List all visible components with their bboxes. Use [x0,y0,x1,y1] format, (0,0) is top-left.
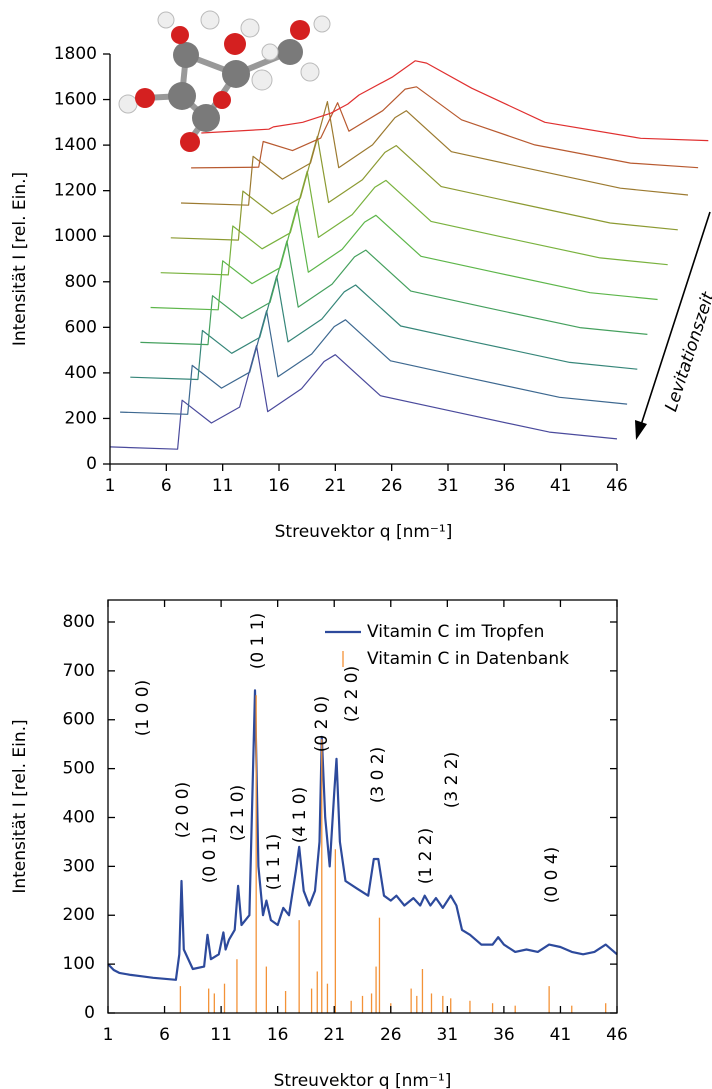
y-axis-label: Intensität I [rel. Ein.] [10,719,30,893]
x-tick-label: 11 [210,1025,232,1045]
time-arrow [635,211,711,440]
y-tick-label: 500 [63,759,95,779]
atom [313,15,331,33]
peak-label: (0 2 0) [312,696,332,753]
x-tick-label: 1 [103,1025,114,1045]
data-line [150,205,658,311]
atom [300,62,320,82]
data-line [140,240,648,346]
y-tick-label: 300 [63,856,95,876]
x-tick-label: 31 [437,476,459,496]
atom [213,91,231,109]
x-tick-label: 11 [212,476,234,496]
data-line [160,170,668,276]
peak-label: (0 0 1) [200,827,220,884]
atom [200,10,220,30]
atom [192,104,220,132]
atom [118,94,138,114]
data-line [109,345,618,450]
x-tick-label: 46 [606,476,628,496]
x-tick-label: 1 [105,476,116,496]
arrow-line [640,211,711,426]
legend-label: Vitamin C in Datenbank [367,649,569,669]
data-line [191,86,699,169]
peak-label: (3 2 2) [442,752,462,809]
y-tick-label: 400 [65,363,97,383]
peak-label: (3 0 2) [368,747,388,804]
x-tick-label: 16 [268,476,290,496]
x-tick-label: 41 [550,1025,572,1045]
y-tick-label: 100 [63,954,95,974]
y-tick-label: 1000 [54,226,97,246]
x-tick-label: 36 [493,1025,515,1045]
atom [222,60,250,88]
data-line [130,275,638,381]
data-line [170,135,678,241]
x-tick-label: 21 [325,476,347,496]
y-tick-label: 400 [63,807,95,827]
atom [171,26,189,44]
peak-label: (0 1 1) [248,613,268,670]
x-axis-label: Streuvektor q [nm⁻¹] [274,1071,452,1089]
molecule-image [118,10,331,152]
x-tick-label: 26 [380,1025,402,1045]
peak-label: (2 2 0) [342,666,362,723]
x-axis-label: Streuvektor q [nm⁻¹] [275,522,453,542]
legend-label: Vitamin C im Tropfen [367,622,544,642]
atom [173,42,199,68]
plot-frame [107,599,618,1014]
x-tick-label: 26 [381,476,403,496]
arrow-head [635,420,647,440]
data-line [107,689,618,981]
atom [251,69,273,91]
peak-label: (0 0 4) [542,847,562,904]
peak-label: (1 1 1) [264,834,284,891]
atom [180,132,200,152]
y-tick-label: 1400 [54,135,97,155]
y-tick-label: 800 [65,272,97,292]
y-tick-label: 200 [63,905,95,925]
atom [240,18,260,38]
y-tick-label: 0 [86,454,97,474]
x-tick-label: 6 [161,476,172,496]
data-line [201,60,709,142]
data-line [180,101,689,206]
x-tick-label: 41 [550,476,572,496]
x-tick-label: 16 [267,1025,289,1045]
peak-label: (2 1 0) [228,785,248,842]
y-tick-label: 0 [84,1003,95,1023]
peak-label: (1 2 2) [416,828,436,885]
atom [277,39,303,65]
x-tick-label: 6 [159,1025,170,1045]
y-tick-label: 200 [65,408,97,428]
y-tick-label: 600 [65,317,97,337]
atom [157,11,175,29]
y-tick-label: 1200 [54,181,97,201]
peak-label: (1 0 0) [133,680,153,737]
data-line [120,310,628,415]
y-tick-label: 1600 [54,90,97,110]
y-tick-label: 800 [63,612,95,632]
atom [135,88,155,108]
annotation: Levitationszeit [661,289,712,414]
atom [261,43,279,61]
y-axis-label: Intensität I [rel. Ein.] [10,172,30,346]
atom [224,33,246,55]
peak-label: (2 0 0) [173,782,193,839]
y-tick-label: 1800 [54,44,97,64]
x-tick-label: 21 [323,1025,345,1045]
y-tick-label: 700 [63,661,95,681]
atom [290,20,310,40]
x-tick-label: 31 [437,1025,459,1045]
atom [168,82,196,110]
y-tick-label: 600 [63,710,95,730]
peak-label: (4 1 0) [290,787,310,844]
x-tick-label: 36 [494,476,516,496]
x-tick-label: 46 [606,1025,628,1045]
